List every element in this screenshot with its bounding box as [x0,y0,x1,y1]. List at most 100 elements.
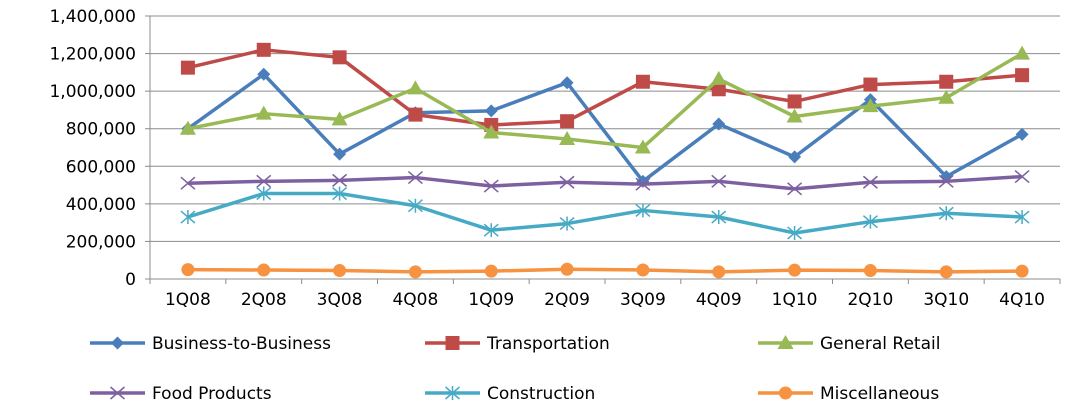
data-point [1015,68,1030,83]
data-point [862,98,879,113]
legend-label: Business-to-Business [152,334,331,354]
data-point [179,120,196,135]
data-point [635,177,651,191]
data-point [256,186,272,201]
data-point [559,131,576,146]
y-tick-label: 0 [125,270,136,290]
series-line [186,72,1023,184]
series-construction [180,186,1030,240]
data-point [407,80,424,95]
x-tick-label: 2Q10 [847,290,893,310]
series-general-retail [179,45,1031,154]
legend-marker [111,336,124,350]
y-tick-label: 1,200,000 [49,45,136,65]
legend-label: Transportation [486,334,610,354]
y-tick-label: 1,000,000 [49,82,136,102]
data-point [634,139,651,154]
data-point [939,74,954,89]
axes: 0 200,000 400,000 600,000 800,000 1,000,000 1,… [49,7,1061,310]
data-point [407,170,423,185]
data-point [257,67,271,81]
x-tick-label: 4Q10 [999,290,1045,310]
series-line [187,267,1023,274]
data-point [711,174,727,188]
data-point [255,105,272,120]
data-point [710,70,727,85]
x-tick-label: 1Q08 [165,290,211,310]
data-point [484,104,498,118]
legend-label: Miscellaneous [820,384,939,404]
series-business-to-business [181,67,1029,188]
legend-marker [445,336,460,350]
series-group [179,42,1031,279]
data-point [483,179,499,193]
data-point [332,186,348,201]
data-point [484,264,498,278]
data-point [331,111,348,126]
x-tick-label: 4Q08 [392,290,438,310]
y-tick-label: 600,000 [66,157,136,177]
legend-label: General Retail [820,334,940,354]
data-point [939,265,953,279]
legend-marker [777,335,794,349]
data-point [1014,45,1031,60]
series-transportation [180,42,1030,132]
legend-marker [779,386,792,400]
data-point [180,176,196,190]
data-point [333,147,347,161]
data-point [257,263,271,277]
data-point [560,262,574,276]
data-point [483,223,499,238]
data-point [408,265,422,279]
data-point [862,214,878,229]
data-point [863,264,877,278]
y-tick-label: 1,400,000 [49,7,136,27]
series-line [187,52,1023,150]
x-tick-label: 3Q10 [923,290,969,310]
data-point [1015,127,1029,141]
data-point [560,76,574,90]
legend-item: Construction [425,384,595,404]
x-tick-label: 3Q08 [317,290,363,310]
data-point [938,174,954,188]
data-point [332,50,347,65]
data-point [333,264,347,278]
data-point [938,89,955,104]
legend-item: General Retail [758,334,940,354]
data-point [712,265,726,279]
series-food-products [180,170,1030,196]
series-line [187,191,1023,235]
data-point [788,150,802,164]
data-point [862,175,878,189]
data-point [938,206,954,221]
data-point [181,263,195,277]
data-point [787,94,802,109]
data-point [787,225,803,240]
data-point [559,216,575,231]
data-point [787,182,803,196]
data-point [560,114,575,129]
x-tick-label: 2Q08 [241,290,287,310]
data-point [1015,264,1029,278]
data-point [256,174,272,188]
data-point [635,74,650,89]
legend: Business-to-Business Transportation Genera… [90,334,940,404]
legend-label: Food Products [152,384,272,404]
legend-item: Miscellaneous [758,384,939,404]
y-tick-label: 800,000 [66,120,136,140]
legend-item: Food Products [90,384,272,404]
data-point [332,173,348,187]
legend-marker [445,386,460,400]
series-miscellaneous [181,262,1029,279]
x-tick-label: 1Q10 [772,290,818,310]
x-tick-label: 1Q09 [468,290,514,310]
data-point [1014,170,1030,184]
x-tick-label: 4Q09 [696,290,742,310]
y-tick-label: 400,000 [66,195,136,215]
legend-item: Business-to-Business [90,334,331,354]
gridlines [150,15,1060,242]
data-point [635,203,651,218]
data-point [786,108,803,123]
data-point [863,77,878,92]
